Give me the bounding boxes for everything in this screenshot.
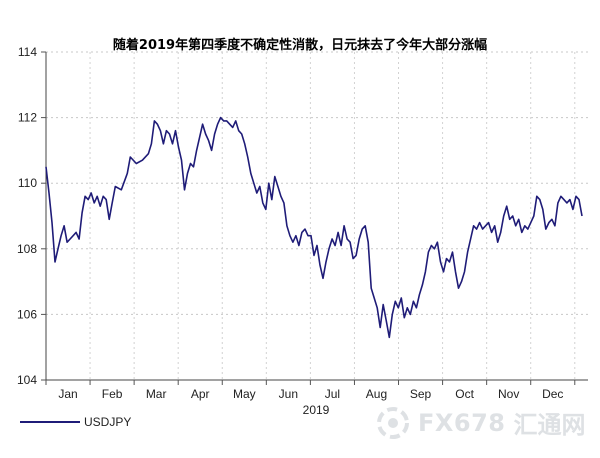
axes <box>45 52 588 381</box>
x-tick-label-dec: Dec <box>542 387 563 401</box>
x-tick-label-jan: Jan <box>58 387 77 401</box>
x-tick-label-feb: Feb <box>102 387 123 401</box>
x-tick-label-jul: Jul <box>325 387 340 401</box>
series-line-usdjpy <box>45 116 583 339</box>
watermark-brand: FX678 <box>418 408 506 437</box>
legend-swatch-usdjpy <box>20 421 80 423</box>
chart-title: 随着2019年第四季度不确定性消散，日元抹去了今年大部分涨幅 <box>112 38 488 53</box>
legend-label-usdjpy: USDJPY <box>84 415 132 429</box>
x-tick-label-jun: Jun <box>279 387 298 401</box>
x-tick-label-oct: Oct <box>455 387 474 401</box>
y-tick-label: 110 <box>18 176 37 190</box>
series-group <box>45 116 583 339</box>
y-axis-ticks: 104 106 108 110 112 114 <box>17 45 46 387</box>
x-tick-label-may: May <box>233 387 256 401</box>
y-tick-label: 104 <box>17 373 37 387</box>
fx678-logo-icon <box>377 406 409 439</box>
watermark-chinese-name: 汇通网 <box>513 411 586 439</box>
x-tick-label-mar: Mar <box>146 387 167 401</box>
y-tick-label: 108 <box>17 242 37 256</box>
x-tick-label-apr: Apr <box>191 387 210 401</box>
fx678-watermark: FX678 汇通网 <box>376 405 586 440</box>
x-axis-ticks: Jan Feb Mar Apr May Jun Jul Aug Sep Oct Nov Dec <box>45 380 576 401</box>
y-tick-label: 106 <box>17 307 37 321</box>
y-tick-label: 112 <box>18 111 37 125</box>
x-axis-year-label: 2019 <box>303 403 330 417</box>
grid-lines <box>45 51 588 381</box>
x-tick-label-nov: Nov <box>498 387 519 401</box>
x-tick-label-sep: Sep <box>410 387 432 401</box>
y-tick-label: 114 <box>18 45 37 59</box>
legend: USDJPY <box>20 415 131 429</box>
x-tick-label-aug: Aug <box>366 387 387 401</box>
